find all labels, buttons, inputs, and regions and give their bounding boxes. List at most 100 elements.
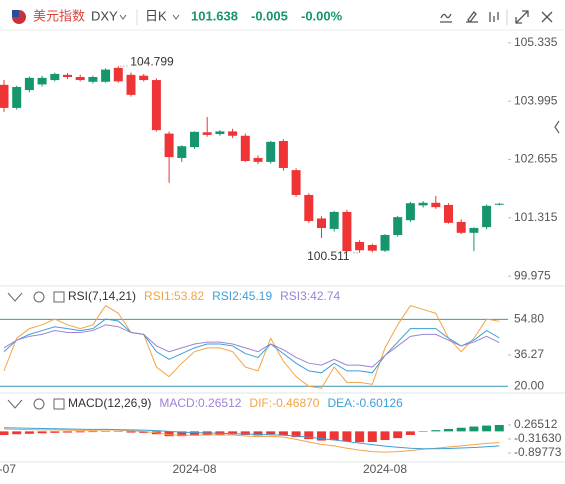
candle-body [37, 77, 47, 85]
candle-body [317, 218, 326, 229]
dropdown-arrow [172, 14, 180, 20]
candle-body [367, 245, 377, 251]
candle-body [164, 133, 174, 158]
candle-body [202, 132, 212, 135]
candle-body [482, 205, 492, 228]
candle-body [228, 131, 238, 136]
macd-bar [139, 431, 149, 433]
macd-bar [126, 431, 136, 433]
macd-bar [228, 431, 238, 435]
candle-body [431, 202, 441, 208]
macd-bar [88, 431, 98, 433]
annotation: 104.799 [130, 54, 174, 68]
last-price: 101.638 [191, 8, 238, 23]
settings-icon[interactable] [33, 291, 45, 303]
x-tick-label: 2024-08 [172, 462, 216, 476]
candle-body [278, 140, 288, 168]
y-tick-label: 36.27 [514, 347, 544, 361]
compare-button[interactable] [489, 12, 499, 22]
toolbar: 美元指数 DXY 日K 101.638 -0.005 -0.00% [12, 8, 553, 25]
candle-body [266, 141, 276, 162]
macd-bar [482, 425, 492, 432]
y-tick-label: 101.315 [514, 210, 558, 224]
indicator-line [3, 318, 500, 374]
dropdown-arrow [119, 14, 127, 20]
macd-bar [37, 431, 47, 434]
collapse-button[interactable] [554, 120, 560, 134]
candle-body [12, 87, 22, 108]
macd-bar [393, 431, 403, 439]
macd-bar [291, 431, 301, 438]
macd-bar [418, 431, 428, 432]
macd-bar [342, 431, 352, 442]
annotation: 100.511 [307, 249, 350, 263]
macd-bar [177, 431, 187, 437]
y-tick-label: 102.655 [514, 152, 558, 166]
candle-body [24, 77, 34, 91]
candle-body [240, 135, 250, 162]
flag-icon-part [12, 10, 19, 17]
candle-body [190, 131, 199, 148]
legend-entry: MACD:0.26512 [159, 396, 241, 410]
macd-bar [0, 431, 9, 435]
candle-body [88, 77, 98, 82]
candle-body [342, 211, 352, 252]
indicator-line [3, 324, 500, 368]
macd-bar [266, 431, 276, 435]
candle-body [393, 217, 403, 235]
macd-bar [367, 431, 377, 442]
candle-body [75, 77, 85, 81]
macd-bar [240, 431, 250, 435]
fullscreen-button[interactable] [515, 10, 529, 24]
collapse-icon[interactable] [7, 399, 23, 409]
candle-body [418, 202, 428, 206]
macd-bar [456, 427, 466, 432]
legend-entry: RSI2:45.19 [212, 289, 272, 303]
macd-bar [317, 431, 326, 441]
macd-bar [444, 428, 453, 432]
macd-bar [101, 431, 111, 432]
macd-bar [431, 430, 441, 432]
legend-entry: DIF:-0.46870 [249, 396, 319, 410]
candle-body [444, 204, 453, 223]
price-change: -0.005 [251, 8, 288, 23]
toggle-icon[interactable] [53, 398, 65, 410]
macd-bar [63, 431, 72, 433]
y-tick-label: 20.00 [514, 378, 544, 392]
candle-body [126, 74, 136, 95]
close-button[interactable] [541, 11, 553, 23]
candle-body [101, 69, 111, 82]
candle-body [177, 146, 187, 158]
y-tick-label: 103.995 [514, 93, 558, 107]
draw-button[interactable] [466, 11, 478, 23]
toggle-icon[interactable] [53, 291, 65, 303]
settings-icon[interactable] [33, 398, 45, 410]
collapse-icon[interactable] [7, 292, 23, 302]
symbol-name[interactable]: 美元指数 [33, 8, 85, 23]
macd-bar [50, 431, 60, 433]
panel-title: MACD(12,26,9) [68, 396, 151, 410]
indicator-line [3, 428, 500, 453]
symbol-code[interactable]: DXY [91, 8, 118, 23]
candle-body [63, 74, 72, 78]
x-tick-label: 2024-08 [363, 462, 407, 476]
y-tick-label: 99.975 [514, 268, 551, 282]
macd-bar [24, 431, 34, 434]
candle-body [304, 194, 314, 222]
macd-bar [494, 424, 504, 432]
candle-body [253, 157, 263, 162]
macd-bar [329, 431, 339, 441]
indicator-button[interactable] [440, 13, 452, 23]
period[interactable]: 日K [145, 8, 167, 23]
candle-body [469, 228, 479, 233]
rsi-icons [7, 291, 65, 303]
y-tick-label: -0.89773 [514, 445, 562, 459]
macd-icons [7, 398, 65, 410]
macd-bar [113, 431, 123, 432]
candle-body [456, 221, 466, 233]
candle-body [405, 203, 415, 221]
macd-bar [469, 426, 479, 432]
indicator-line [3, 304, 500, 389]
